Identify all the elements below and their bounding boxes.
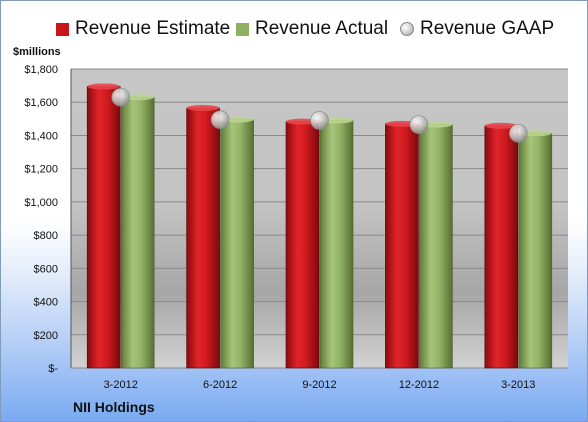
legend-label-estimate: Revenue Estimate	[75, 18, 231, 39]
y-tick-label: $800	[34, 230, 58, 242]
bar-top-revenue-estimate	[484, 122, 518, 129]
marker-revenue-gaap	[111, 87, 131, 107]
bar-revenue-actual	[220, 119, 254, 369]
marker-revenue-gaap	[508, 123, 528, 143]
y-tick-label: $400	[34, 297, 58, 309]
y-tick-label: $1,000	[24, 197, 58, 209]
bar-revenue-estimate	[186, 107, 220, 369]
x-tick-label: 6-2012	[203, 379, 237, 391]
y-tick-label: $-	[48, 363, 58, 375]
bar-revenue-estimate	[285, 121, 320, 369]
legend: Revenue Estimate Revenue Actual Revenue …	[1, 15, 587, 43]
bar-revenue-estimate	[86, 86, 121, 369]
y-tick-label: $200	[34, 330, 58, 342]
x-axis-ticks: 3-2012 6-2012 9-2012 12-2012 3-2013	[104, 379, 536, 391]
x-tick-label: 12-2012	[399, 379, 439, 391]
bar-revenue-actual	[319, 120, 354, 369]
bar-revenue-actual	[518, 132, 553, 369]
y-tick-label: $600	[34, 263, 58, 275]
bars	[86, 83, 553, 369]
x-tick-label: 3-2013	[501, 379, 535, 391]
y-tick-label: $1,600	[24, 97, 58, 109]
y-tick-label: $1,400	[24, 130, 58, 142]
legend-item-actual: Revenue Actual	[236, 15, 388, 43]
bar-top-revenue-estimate	[87, 83, 121, 90]
x-tick-label: 9-2012	[302, 379, 336, 391]
legend-item-gaap: Revenue GAAP	[400, 15, 554, 43]
y-axis-units-label: $millions	[13, 46, 61, 58]
y-axis-ticks: $- $200 $400 $600 $800 $1,000 $1,200 $1,400 $1,6…	[24, 64, 72, 375]
marker-revenue-gaap	[409, 115, 429, 135]
legend-label-actual: Revenue Actual	[255, 18, 389, 39]
x-tick-label: 3-2012	[104, 379, 138, 391]
bar-revenue-actual	[419, 124, 453, 369]
bar-revenue-estimate	[484, 125, 519, 369]
y-tick-label: $1,200	[24, 164, 58, 176]
legend-item-estimate: Revenue Estimate	[56, 15, 230, 43]
marker-revenue-gaap	[310, 111, 329, 130]
legend-swatch-estimate	[56, 22, 69, 36]
legend-marker-gaap	[400, 22, 414, 36]
bar-top-revenue-estimate	[186, 105, 220, 112]
legend-swatch-actual	[236, 22, 249, 36]
marker-revenue-gaap	[210, 110, 230, 130]
company-name: NII Holdings	[73, 399, 155, 415]
legend-label-gaap: Revenue GAAP	[420, 18, 555, 39]
bar-revenue-estimate	[385, 123, 419, 369]
y-tick-label: $1,800	[24, 64, 58, 76]
bar-revenue-actual	[120, 96, 155, 369]
